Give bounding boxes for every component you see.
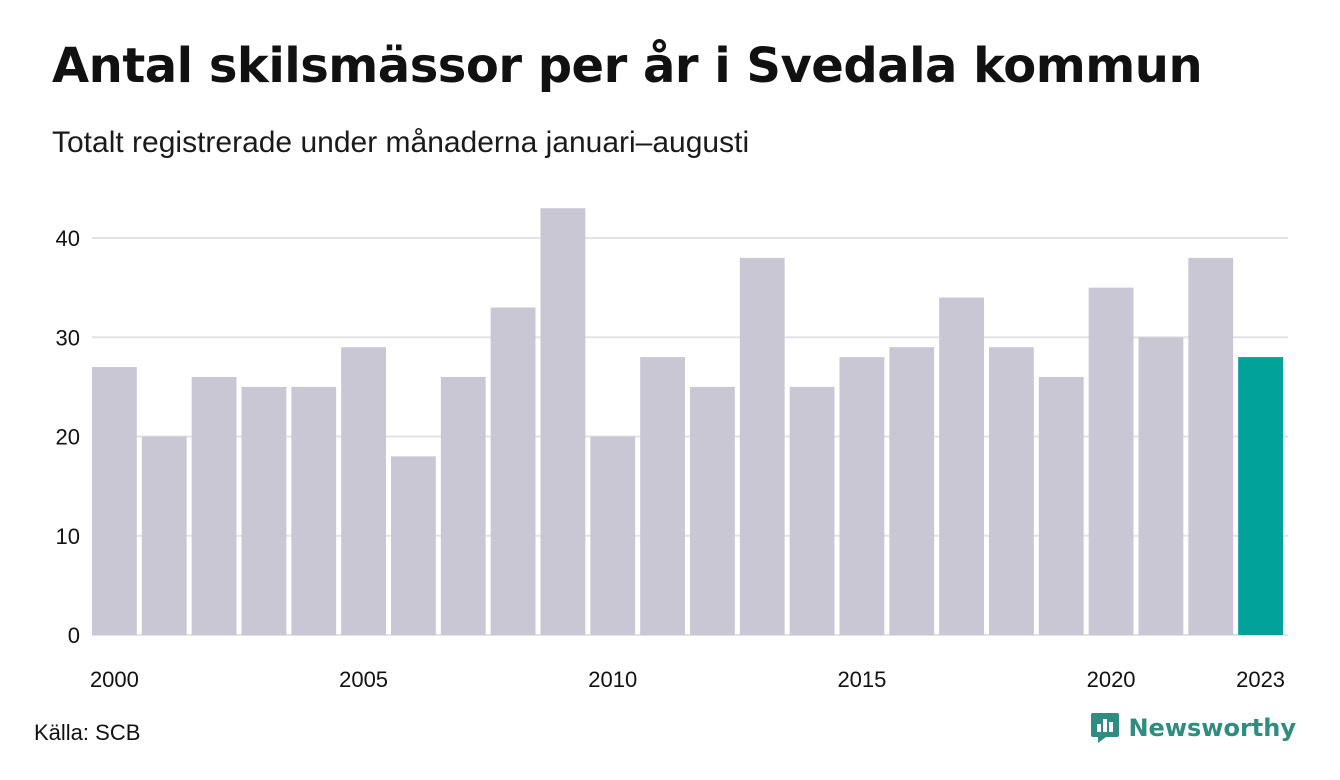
- bar-2015: [839, 357, 885, 635]
- bar-2002: [191, 376, 237, 635]
- bar-2003: [241, 386, 287, 636]
- x-tick-label: 2020: [1087, 667, 1136, 692]
- x-tick-label: 2010: [588, 667, 637, 692]
- bar-2013: [739, 257, 785, 635]
- y-tick-label: 10: [56, 524, 80, 549]
- bar-2017: [939, 297, 984, 635]
- bar-2019: [1038, 376, 1084, 635]
- y-tick-label: 20: [56, 425, 80, 450]
- bar-2022: [1188, 257, 1234, 635]
- bar-2007: [440, 376, 486, 635]
- y-tick-label: 30: [56, 325, 80, 350]
- y-tick-label: 40: [56, 226, 80, 251]
- x-tick-label: 2000: [90, 667, 139, 692]
- bar-2004: [291, 386, 337, 636]
- bar-2020: [1088, 287, 1134, 636]
- bar-2023: [1238, 357, 1283, 635]
- chart-title: Antal skilsmässor per år i Svedala kommu…: [52, 38, 1203, 94]
- bar-2009: [540, 208, 586, 635]
- y-tick-label: 0: [68, 623, 80, 648]
- x-tick-label: 2023: [1236, 667, 1285, 692]
- bar-2012: [690, 386, 735, 636]
- brand-name: Newsworthy: [1128, 714, 1296, 742]
- y-axis-ticks: 0 10 20 30 40: [56, 226, 80, 648]
- bar-2005: [341, 347, 386, 635]
- x-axis-ticks: 2000 2005 2010 2015 2020 2023: [90, 667, 1285, 692]
- bar-2018: [989, 347, 1034, 635]
- bar-2021: [1138, 337, 1184, 635]
- bar-2001: [141, 436, 187, 635]
- chart-subtitle: Totalt registrerade under månaderna janu…: [52, 126, 750, 159]
- bar-2008: [490, 307, 536, 635]
- bar-2006: [391, 456, 436, 635]
- newsworthy-chart-bubble-icon: [1091, 713, 1120, 743]
- bar-2016: [889, 347, 935, 635]
- bar-2010: [590, 436, 636, 635]
- bars: [92, 208, 1283, 636]
- bar-2000: [92, 367, 137, 635]
- bar-2011: [640, 357, 685, 635]
- x-tick-label: 2015: [837, 667, 886, 692]
- brand-logo: Newsworthy: [1090, 712, 1296, 744]
- x-tick-label: 2005: [339, 667, 388, 692]
- bar-2014: [789, 386, 835, 636]
- source-note: Källa: SCB: [34, 720, 141, 745]
